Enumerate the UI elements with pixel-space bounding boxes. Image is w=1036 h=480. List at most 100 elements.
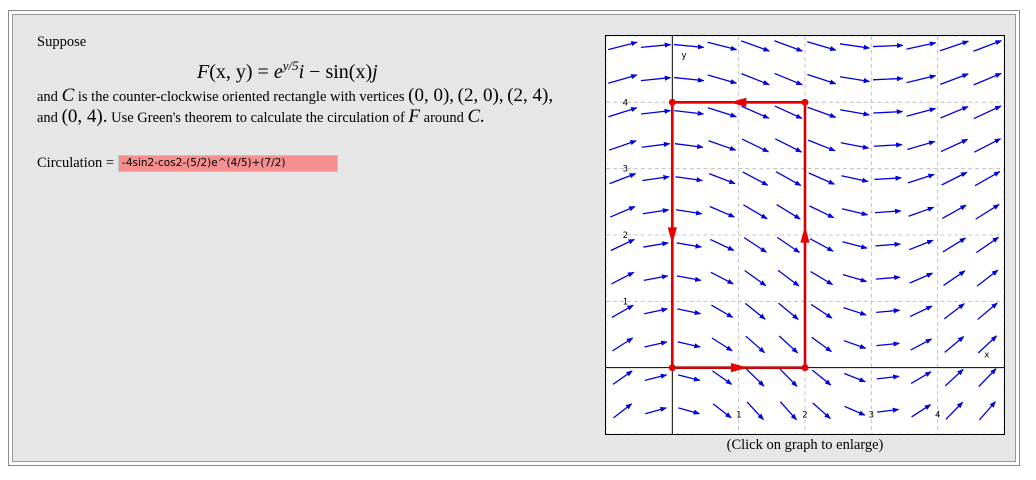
field-arrow [676, 242, 702, 249]
field-arrow [940, 105, 969, 119]
field-arrow [940, 138, 969, 153]
field-arrow [811, 369, 832, 386]
field-arrow [609, 173, 637, 185]
field-arrow [741, 105, 770, 119]
field-arrow [778, 302, 799, 320]
field-arrow [608, 74, 638, 84]
field-arrow [611, 304, 634, 318]
curve-symbol: C [61, 85, 75, 106]
formula-lhs-vec: F [197, 61, 210, 83]
y-tick-label: 2 [623, 231, 628, 241]
field-arrow [843, 339, 867, 349]
field-arrow [877, 407, 900, 413]
field-arrow [774, 105, 803, 120]
curve-direction-arrow [667, 227, 677, 244]
vector-field-graph[interactable]: 1 2 3 4 1 2 3 4 x y [605, 35, 1005, 435]
field-arrow [673, 43, 705, 50]
field-arrow [876, 308, 901, 314]
field-arrow [943, 303, 965, 320]
x-tick-label: 4 [935, 410, 940, 420]
field-arrow [842, 274, 868, 283]
field-arrow [944, 368, 964, 387]
field-arrow [743, 204, 768, 220]
field-arrow [677, 374, 701, 382]
field-arrow [939, 40, 969, 52]
field-arrow [874, 208, 902, 214]
field-arrow [677, 308, 702, 316]
field-arrow [643, 241, 669, 248]
field-arrow [808, 172, 835, 185]
y-axis-label: y [681, 51, 687, 61]
field-arrow [840, 109, 870, 117]
text-around: around [423, 110, 464, 126]
field-arrow [640, 42, 672, 48]
field-arrow [608, 107, 638, 118]
field-arrow [643, 274, 669, 282]
field-arrow [978, 401, 996, 421]
circulation-input[interactable]: -4sin2-cos2-(5/2)e^(4/5)+(7/2) [118, 155, 339, 172]
field-arrow [809, 238, 834, 252]
field-arrow [941, 204, 967, 220]
field-arrow [642, 174, 670, 182]
field-arrow [839, 76, 871, 84]
field-arrow [777, 269, 800, 287]
field-arrow [708, 173, 736, 185]
field-arrow [941, 171, 968, 186]
x-tick-label: 1 [736, 410, 741, 420]
field-arrow [839, 43, 871, 50]
field-arrow [707, 107, 737, 118]
field-arrow [774, 138, 803, 153]
graph-caption[interactable]: (Click on graph to enlarge) [726, 437, 884, 453]
x-axis-label: x [984, 351, 990, 361]
field-arrow [875, 241, 902, 248]
field-arrow [778, 335, 799, 354]
field-arrow [779, 368, 798, 387]
problem-panel: Suppose F(x, y) = ey/5i − sin(x)j and C … [12, 14, 1016, 462]
field-arrow [775, 171, 802, 187]
answer-row: Circulation = -4sin2-cos2-(5/2)e^(4/5)+(… [37, 154, 577, 173]
curve-vertex [801, 364, 809, 372]
field-arrow [712, 370, 733, 385]
field-arrow [809, 205, 835, 219]
field-arrow [741, 138, 770, 153]
field-arrow [945, 401, 964, 420]
circulation-label: Circulation = [37, 155, 115, 171]
field-arrow [807, 139, 836, 152]
field-arrow [746, 401, 764, 421]
field-arrow [613, 403, 633, 419]
field-arrow [842, 241, 868, 250]
y-tick-label: 1 [623, 297, 628, 307]
problem-frame: Suppose F(x, y) = ey/5i − sin(x)j and C … [8, 10, 1020, 466]
field-arrow [612, 337, 634, 352]
field-arrow [776, 236, 801, 254]
vertex-4: (0, 4). [61, 106, 108, 127]
curve-direction-arrow [730, 363, 748, 373]
field-arrow [876, 341, 900, 347]
field-arrow [975, 236, 1000, 254]
field-arrow [608, 140, 637, 151]
field-arrow [711, 304, 734, 318]
field-arrow [774, 40, 804, 52]
field-arrow [873, 142, 903, 148]
field-arrow [973, 138, 1002, 153]
field-arrow [610, 205, 636, 218]
x-tick-label: 2 [802, 410, 807, 420]
field-arrow [908, 206, 935, 217]
field-arrow [710, 271, 734, 285]
field-arrow [976, 269, 999, 287]
field-arrow [910, 338, 933, 351]
field-arrow [907, 173, 935, 184]
field-arrow [677, 341, 701, 349]
y-tick-label: 3 [623, 165, 628, 175]
field-arrow [844, 405, 866, 416]
formula-minus-sin: − sin(x) [309, 61, 373, 83]
field-arrow [746, 368, 765, 387]
problem-body: and C is the counter-clockwise oriented … [37, 86, 577, 128]
field-arrow [909, 305, 933, 318]
field-arrow [674, 76, 705, 83]
field-arrow [977, 302, 998, 321]
x-tick-label: 3 [869, 410, 874, 420]
curve-vertex [801, 98, 809, 106]
formula-exp-base: e [273, 61, 283, 83]
field-arrow [907, 140, 936, 151]
